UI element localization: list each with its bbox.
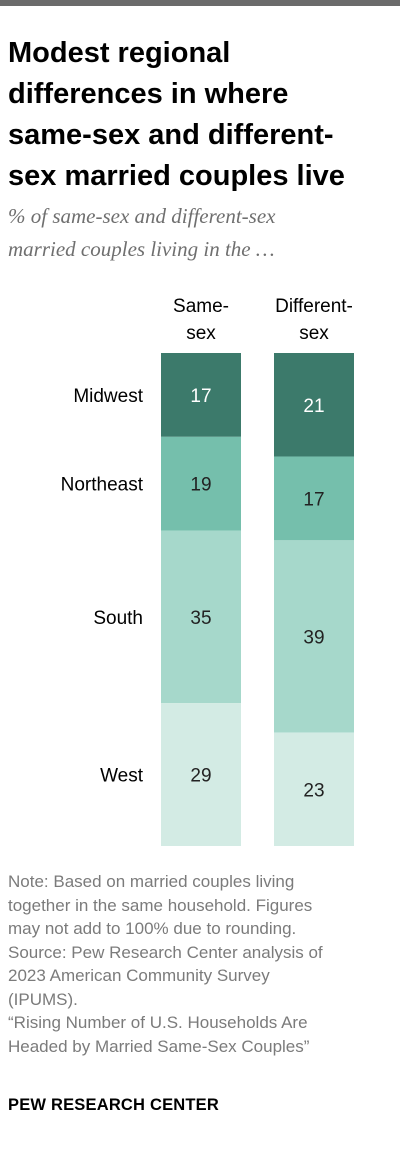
bar-segment-west-different-sex <box>274 732 354 846</box>
note-line: Headed by Married Same-Sex Couples” <box>8 1036 310 1056</box>
data-label-south-different-sex: 39 <box>303 627 324 648</box>
note-line: 2023 American Community Survey <box>8 966 270 985</box>
subtitle-line: married couples living in the … <box>8 237 275 261</box>
column-header-line: sex <box>186 323 216 344</box>
credit-pew-research-center: PEW RESEARCH CENTER <box>8 1096 219 1114</box>
stacked-bar-chart: Same-sex Different-sex 17 19 35 29 21 17 39 23 Mid… <box>0 280 400 860</box>
column-header-same-sex: Same-sex <box>173 296 229 344</box>
data-label-midwest-same-sex: 17 <box>190 386 211 407</box>
bar-segment-northeast-different-sex <box>274 456 354 541</box>
column-header-line: Same- <box>173 296 229 317</box>
title-line: same-sex and different- <box>8 119 334 151</box>
title-line: sex married couples live <box>8 160 345 192</box>
column-header-line: Different- <box>275 296 353 317</box>
note-line: (IPUMS). <box>8 989 78 1009</box>
region-label-south: South <box>93 608 143 629</box>
data-label-northeast-different-sex: 17 <box>303 489 324 510</box>
data-label-midwest-different-sex: 21 <box>303 396 324 417</box>
top-rule <box>0 0 400 6</box>
chart-title: Modest regional differences in where sam… <box>8 33 392 197</box>
data-label-west-different-sex: 23 <box>303 780 324 801</box>
data-label-south-same-sex: 35 <box>190 608 211 629</box>
note-line: together in the same household. Figures <box>8 895 313 915</box>
column-header-line: sex <box>299 323 329 344</box>
bar-segment-midwest-same-sex <box>161 353 241 437</box>
bar-segment-midwest-different-sex <box>274 353 354 457</box>
region-label-midwest: Midwest <box>73 386 143 407</box>
chart-svg: Same-sexDifferent-sex1719352921173923Mid… <box>61 296 354 846</box>
note-line: Note: Based on married couples living <box>8 872 295 891</box>
note-line: may not add to 100% due to rounding. <box>8 919 297 938</box>
bar-segment-west-same-sex <box>161 703 241 846</box>
region-label-northeast: Northeast <box>61 475 144 496</box>
note-line: Source: Pew Research Center analysis of <box>8 942 323 962</box>
bar-segment-south-different-sex <box>274 540 354 733</box>
bar-segment-south-same-sex <box>161 530 241 704</box>
title-line: differences in where <box>8 78 289 110</box>
data-label-northeast-same-sex: 19 <box>190 475 211 496</box>
chart-subtitle: % of same-sex and different-sex married … <box>8 200 392 266</box>
title-line: Modest regional <box>8 37 231 69</box>
note-line: “Rising Number of U.S. Households Are <box>8 1013 308 1032</box>
region-label-west: West <box>100 766 144 787</box>
subtitle-line: % of same-sex and different-sex <box>8 204 276 228</box>
column-header-different-sex: Different-sex <box>275 296 353 344</box>
data-label-west-same-sex: 29 <box>190 766 211 787</box>
source-note: Note: Based on married couples living to… <box>8 870 396 1058</box>
bar-segment-northeast-same-sex <box>161 436 241 531</box>
